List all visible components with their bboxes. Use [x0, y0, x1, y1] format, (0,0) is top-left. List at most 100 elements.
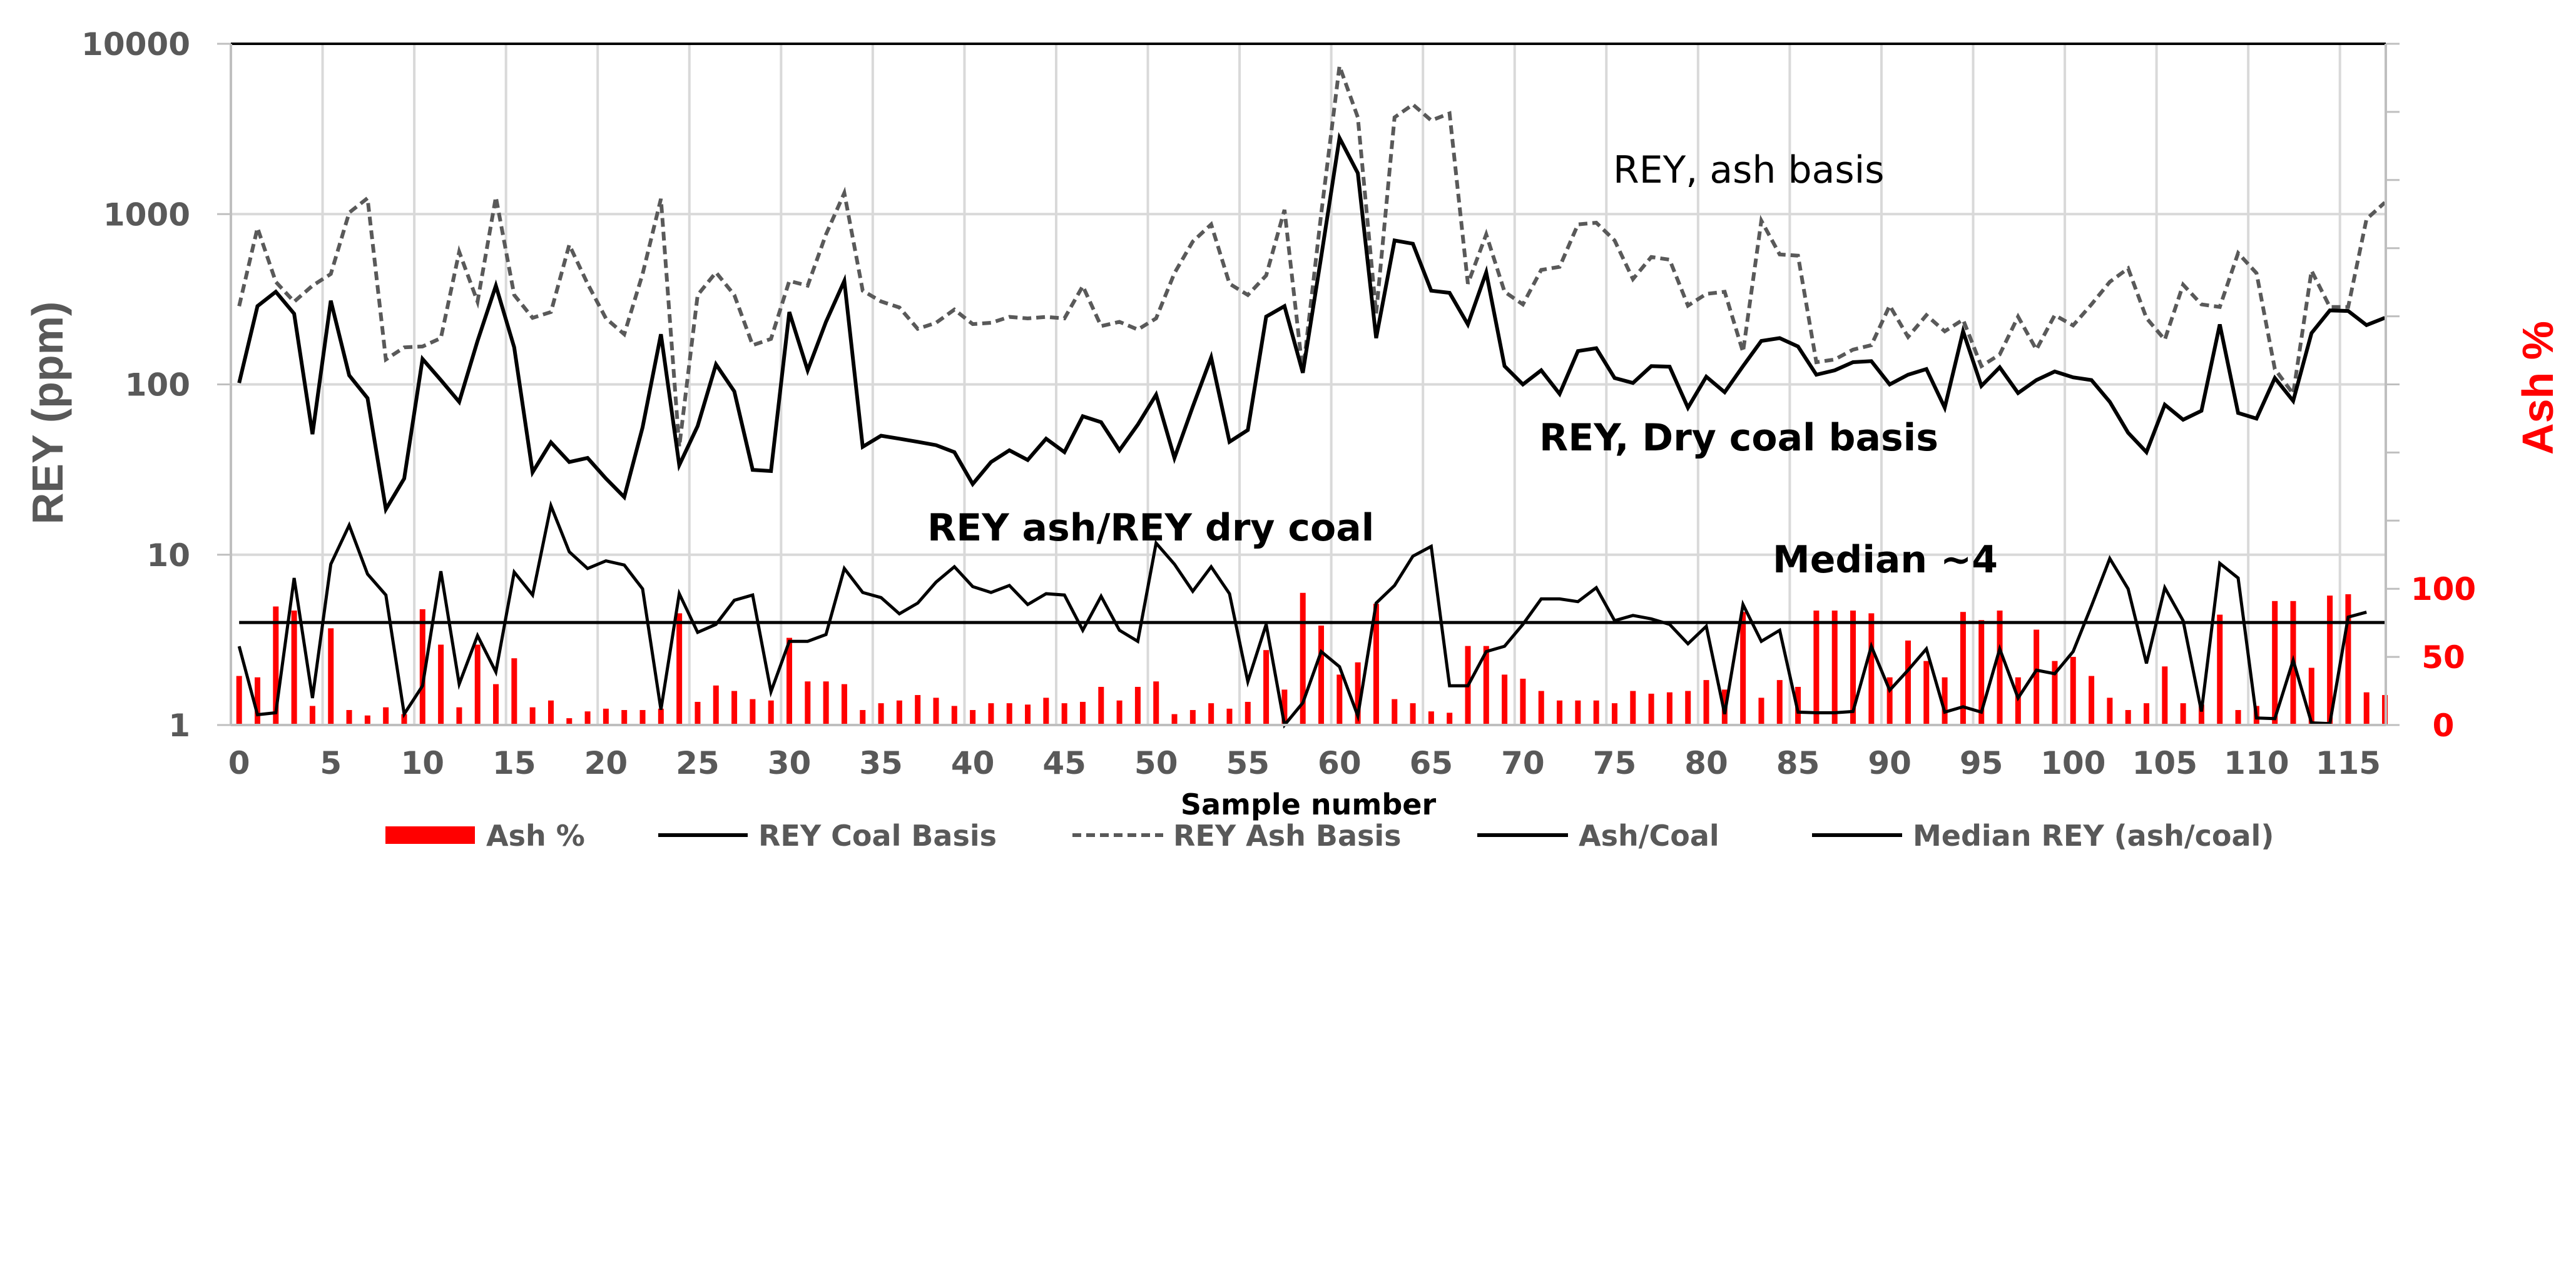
legend-label-ratio: Ash/Coal: [1579, 819, 1719, 853]
ash-bar: [768, 700, 774, 725]
ash-bar: [309, 706, 315, 725]
ash-bar: [860, 710, 866, 725]
ash-bar: [1006, 703, 1012, 725]
ash-bar: [1868, 613, 1875, 725]
ash-bar: [1740, 612, 1746, 725]
ash-bar: [584, 711, 591, 725]
ash-bar: [383, 707, 389, 725]
ash-bar: [1098, 687, 1104, 725]
ash-bar: [346, 710, 352, 725]
ash-bar: [1483, 646, 1489, 725]
ash-bar: [1520, 678, 1526, 725]
ash-bar: [2217, 614, 2223, 725]
ash-bar: [731, 691, 738, 725]
ash-bar: [1281, 689, 1288, 725]
ash-bar: [639, 710, 646, 725]
ash-bar: [1557, 700, 1563, 725]
ash-bar: [328, 628, 334, 725]
ash-bar: [2180, 703, 2186, 725]
ash-bar: [1116, 700, 1123, 725]
ash-bar: [566, 718, 573, 725]
ash-bar: [1575, 700, 1581, 725]
ash-bar: [1923, 661, 1930, 725]
x-tick-label: 105: [2132, 745, 2197, 781]
x-tick-label: 110: [2224, 745, 2289, 781]
x-tick-label: 75: [1593, 745, 1637, 781]
ash-bar: [1061, 703, 1067, 725]
ash-bar: [676, 613, 683, 725]
y-tick-label: 10: [146, 537, 190, 574]
ash-bar: [364, 715, 370, 725]
ash-bar: [1813, 611, 1820, 725]
ash-bar: [988, 703, 994, 725]
ash-basis-line: [237, 65, 2386, 447]
ash-bar: [823, 681, 829, 725]
y-tick-label: 1000: [103, 196, 190, 233]
ash-bar: [1447, 713, 1453, 725]
legend: Ash % REY Coal Basis REY Ash Basis Ash/C…: [385, 819, 2274, 853]
ash-bar: [419, 609, 425, 725]
ash-bar: [1226, 708, 1233, 725]
ash-bar: [529, 707, 536, 725]
ash-bar: [1648, 693, 1654, 725]
x-tick-label: 35: [859, 745, 903, 781]
ash-bar: [915, 695, 921, 725]
y2-tick-label: 0: [2433, 708, 2455, 744]
x-tick-label: 10: [400, 745, 444, 781]
x-tick-label: 25: [676, 745, 720, 781]
ash-bar: [2107, 697, 2113, 725]
x-tick-label: 70: [1501, 745, 1545, 781]
y2-tick-label: 50: [2421, 639, 2465, 676]
ash-bar: [1776, 680, 1783, 725]
coal-basis-line: [237, 131, 2386, 515]
ash-bar: [1978, 620, 1985, 725]
ash-bar: [1392, 699, 1398, 725]
ash-bar: [1373, 604, 1379, 725]
ash-bar: [1410, 703, 1416, 725]
annotation-ratio: REY ash/REY dry coal: [927, 506, 1374, 550]
ash-bar: [621, 710, 628, 725]
ash-bar: [2162, 666, 2168, 725]
x-tick-label: 20: [584, 745, 628, 781]
ash-bar: [805, 681, 811, 725]
ash-bar: [2015, 677, 2021, 725]
ash-bar: [1942, 677, 1948, 725]
ash-bar: [787, 637, 793, 725]
ash-bar: [1300, 592, 1306, 725]
ash-bar: [1850, 611, 1856, 725]
ash-bar: [603, 708, 609, 725]
legend-label-coal: REY Coal Basis: [758, 819, 997, 853]
ash-bar: [1245, 701, 1251, 725]
ash-bar: [713, 685, 719, 725]
y2-tick-label: 100: [2411, 571, 2476, 607]
x-tick-label: 115: [2316, 745, 2381, 781]
ash-bar: [1428, 711, 1434, 725]
ash-bar: [2143, 703, 2149, 725]
ash-bar: [750, 699, 756, 725]
x-tick-label: 55: [1226, 745, 1270, 781]
ash-bar: [841, 684, 847, 725]
ash-bar: [273, 606, 279, 725]
ash-bar: [970, 710, 976, 725]
legend-swatch-ash: [385, 826, 475, 844]
ash-bar: [1997, 611, 2003, 725]
ash-bar: [1502, 674, 1508, 725]
x-tick-label: 0: [228, 745, 250, 781]
ash-bar: [2308, 667, 2314, 725]
ash-bar: [695, 701, 701, 725]
ash-bar: [1905, 640, 1911, 725]
x-tick-label: 15: [492, 745, 536, 781]
x-tick-label: 60: [1318, 745, 1362, 781]
x-tick-label: 65: [1410, 745, 1453, 781]
y-axis-title: REY (ppm): [23, 302, 72, 525]
ash-bar: [2052, 661, 2058, 725]
ash-bar: [896, 700, 902, 725]
ash-bar: [2235, 710, 2241, 725]
series-lines: [237, 65, 2386, 729]
ash-bar: [1171, 714, 1178, 725]
ash-bar: [255, 677, 261, 725]
ash-bar: [1043, 697, 1049, 725]
x-tick-label: 30: [768, 745, 812, 781]
x-tick-label: 90: [1868, 745, 1912, 781]
